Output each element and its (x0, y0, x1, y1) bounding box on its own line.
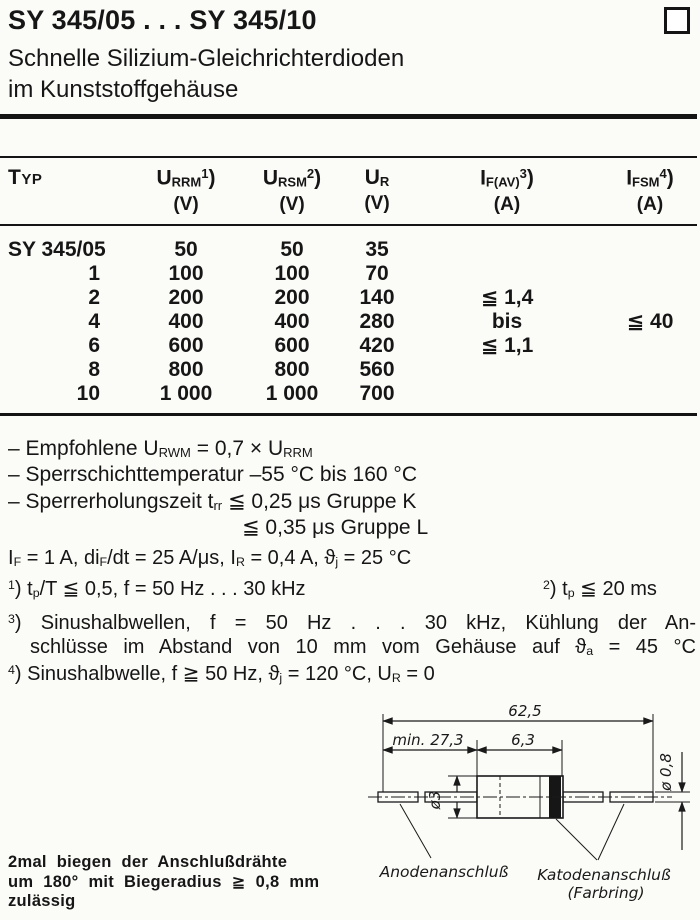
col-header-ur-symbol: UR (364, 166, 390, 190)
cell-typ: 10 (76, 382, 100, 405)
note-trr-group-l: ≦ 0,35 μs Gruppe L (242, 516, 429, 539)
footnote-3-line-1: 3) Sinushalbwellen, f = 50 Hz . . . 30 k… (8, 612, 696, 635)
cell-typ: SY 345/05 (8, 238, 106, 261)
table-header-rule (0, 224, 697, 226)
col-header-urrm: URRM1) (V) (146, 166, 226, 216)
cell-typ: 6 (88, 334, 100, 357)
col-header-ifsm: IFSM4) (A) (605, 166, 695, 216)
cell-ursm: 400 (274, 310, 310, 333)
footnote-3-line-2: schlüsse im Abstand von 10 mm vom Gehäus… (30, 636, 696, 658)
cell-ur: 140 (359, 286, 395, 309)
cell-urrm: 600 (168, 334, 204, 357)
cell-ur: 700 (359, 382, 395, 405)
package-drawing: 62,5 min. 27,3 6,3 ø3 ø 0,8 Anodenanschl… (368, 702, 690, 902)
dimension-wire-diameter: ø 0,8 (657, 753, 675, 792)
note-urwm: – Empfohlene URWM = 0,7 × URRM (8, 437, 313, 461)
col-header-ur: UR (V) (337, 166, 417, 215)
cell-urrm: 100 (168, 262, 204, 285)
extension-lines (382, 714, 690, 819)
footnote-2: 2) tp ≦ 20 ms (543, 577, 657, 600)
bend-instruction-line-3: zulässig (8, 892, 76, 910)
col-header-ursm-unit: (V) (279, 193, 305, 215)
bend-instruction: 2mal biegen der Anschlußdrähte um 180° m… (8, 853, 319, 912)
leader-lines (399, 803, 625, 861)
table-row: 4 400 400 280 bis ≦ 40 (0, 310, 700, 334)
cathode-label: Katodenanschluß (537, 866, 671, 884)
footnote-4: 4) Sinushalbwelle, f ≧ 50 Hz, ϑj = 120 °… (8, 662, 435, 685)
cell-ur: 70 (365, 262, 389, 285)
col-header-ifav-unit: (A) (493, 193, 521, 215)
cell-ur: 560 (359, 358, 395, 381)
col-header-ursm: URSM2) (V) (252, 166, 332, 216)
cell-ifsm: ≦ 40 (626, 310, 674, 333)
cell-ursm: 200 (274, 286, 310, 309)
cell-ursm: 100 (274, 262, 310, 285)
conditions-line: IF = 1 A, diF/dt = 25 A/μs, IR = 0,4 A, … (8, 547, 412, 569)
note-junction-temp: – Sperrschichttemperatur –55 °C bis 160 … (8, 463, 417, 486)
bend-instruction-line-1: 2mal biegen der Anschlußdrähte (8, 853, 288, 871)
col-header-urrm-unit: (V) (173, 193, 199, 215)
dimension-lead-length: min. 27,3 (392, 731, 463, 749)
cell-ur: 35 (365, 238, 389, 261)
cell-ursm: 50 (280, 238, 304, 261)
dimension-body-length: 6,3 (511, 731, 535, 749)
anode-label: Anodenanschluß (379, 863, 509, 881)
dimension-body-diameter: ø3 (426, 791, 444, 811)
table-bottom-rule (0, 413, 697, 416)
table-top-rule (0, 156, 697, 158)
cell-typ: 2 (88, 286, 100, 309)
cell-ur: 420 (359, 334, 395, 357)
col-header-ifsm-symbol: IFSM4) (626, 166, 674, 190)
table-header: Typ URRM1) (V) URSM2) (V) UR (V) IF(AV)3… (0, 166, 700, 222)
cell-typ: 8 (88, 358, 100, 381)
col-header-ifsm-unit: (A) (636, 193, 664, 215)
col-header-ursm-symbol: URSM2) (262, 166, 322, 190)
col-header-ur-unit: (V) (364, 193, 390, 214)
cell-urrm: 400 (168, 310, 204, 333)
table-row: 1 100 100 70 (0, 262, 700, 286)
table-row: SY 345/05 50 50 35 (0, 238, 700, 262)
table-row: 10 1 000 1 000 700 (0, 382, 700, 406)
cell-ifav: ≦ 1,1 (480, 334, 534, 357)
cell-ifav: ≦ 1,4 (480, 286, 534, 309)
col-header-ifav: IF(AV)3) (A) (462, 166, 552, 216)
cell-urrm: 50 (174, 238, 198, 261)
subtitle-line-1: Schnelle Silizium-Gleichrichterdioden (8, 45, 405, 72)
col-header-urrm-symbol: URRM1) (156, 166, 216, 190)
cell-ur: 280 (359, 310, 395, 333)
bend-instruction-line-2: um 180° mit Biegeradius ≧ 0,8 mm (8, 872, 320, 891)
cell-ursm: 800 (274, 358, 310, 381)
note-trr-group-k: – Sperrerholungszeit trr ≦ 0,25 μs Grupp… (8, 490, 417, 514)
cell-typ: 1 (88, 262, 100, 285)
divider-thick (0, 114, 697, 119)
cell-ursm: 1 000 (265, 382, 319, 405)
corner-checkbox-mark (664, 7, 690, 34)
dimension-lines (382, 717, 686, 850)
col-header-ifav-symbol: IF(AV)3) (480, 166, 534, 190)
table-row: 8 800 800 560 (0, 358, 700, 382)
cell-typ: 4 (88, 310, 100, 333)
cell-ifav: bis (491, 310, 523, 333)
page-subtitle: Schnelle Silizium-Gleichrichterdioden im… (8, 43, 404, 105)
subtitle-line-2: im Kunststoffgehäuse (8, 76, 239, 103)
table-row: 2 200 200 140 ≦ 1,4 (0, 286, 700, 310)
cell-urrm: 800 (168, 358, 204, 381)
table-row: 6 600 600 420 ≦ 1,1 (0, 334, 700, 358)
footnote-1: 1) tp/T ≦ 0,5, f = 50 Hz . . . 30 kHz (8, 577, 306, 600)
dimension-total-length: 62,5 (508, 702, 541, 720)
page-title: SY 345/05 . . . SY 345/10 (8, 5, 317, 35)
cell-ursm: 600 (274, 334, 310, 357)
cell-urrm: 200 (168, 286, 204, 309)
cell-urrm: 1 000 (159, 382, 213, 405)
col-header-typ: Typ (8, 166, 43, 189)
cathode-label-farbring: (Farbring) (567, 884, 644, 902)
